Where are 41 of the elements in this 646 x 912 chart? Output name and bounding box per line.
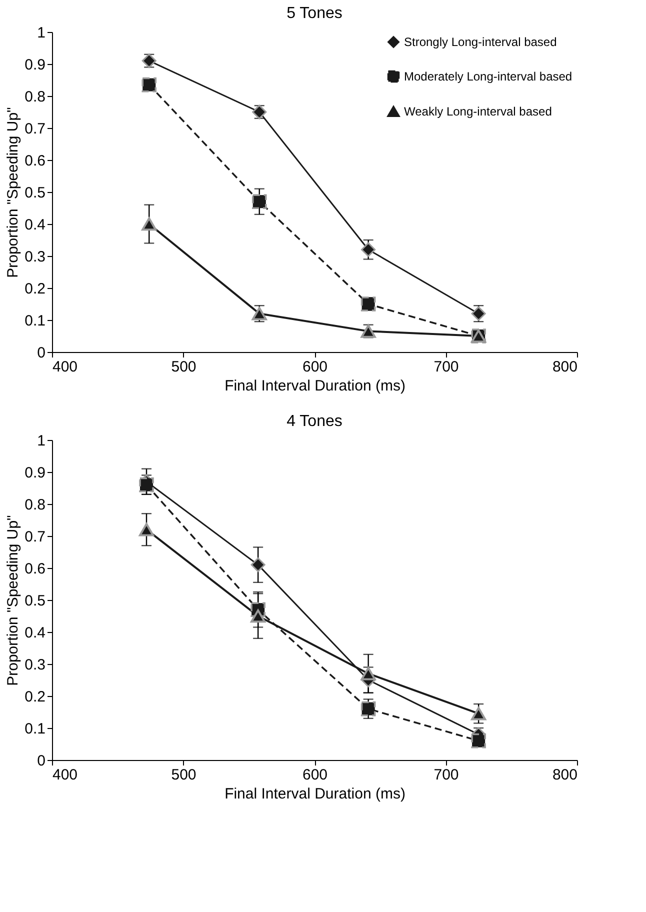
x-axis-title: Final Interval Duration (ms) (224, 786, 406, 802)
y-tick-label: 0.6 (24, 560, 46, 578)
y-tick-label: 0.2 (24, 280, 46, 298)
y-tick-label: 0.7 (24, 120, 46, 138)
x-tick-label: 600 (302, 766, 328, 784)
y-axis-title: Proportion "Speeding Up" (4, 107, 22, 278)
x-tick-label: 800 (552, 358, 578, 376)
y-tick-label: 0.6 (24, 152, 46, 170)
y-tick-label: 0.5 (24, 592, 46, 610)
x-tick-label: 700 (434, 358, 459, 376)
y-tick-label: 0 (37, 752, 46, 770)
x-tick-label: 800 (552, 766, 578, 784)
y-tick-label: 0.3 (24, 656, 46, 674)
y-tick-label: 0.5 (24, 184, 46, 202)
y-tick-label: 0.4 (24, 216, 46, 234)
y-tick-label: 0.2 (24, 688, 46, 706)
chart-title: 4 Tones (286, 413, 342, 430)
y-tick-label: 0.1 (24, 312, 46, 330)
y-tick-label: 0.8 (24, 88, 46, 106)
x-tick-label: 500 (171, 766, 196, 784)
y-tick-label: 0.9 (24, 464, 46, 482)
y-tick-label: 0.7 (24, 528, 46, 546)
y-tick-label: 0.4 (24, 624, 46, 642)
y-tick-label: 1 (37, 432, 46, 450)
y-tick-label: 0.8 (24, 496, 46, 514)
x-axis-title: Final Interval Duration (ms) (224, 378, 406, 394)
legend-label: Moderately Long-interval based (404, 70, 572, 84)
x-tick-label: 700 (434, 766, 459, 784)
x-tick-label: 500 (171, 358, 196, 376)
y-axis-title: Proportion "Speeding Up" (4, 515, 22, 686)
legend-label: Strongly Long-interval based (404, 35, 557, 49)
y-tick-label: 0.3 (24, 248, 46, 266)
x-tick-label: 400 (52, 358, 78, 376)
x-tick-label: 600 (302, 358, 328, 376)
y-tick-label: 0.1 (24, 720, 46, 738)
y-tick-label: 0.9 (24, 56, 46, 74)
chart-title: 5 Tones (286, 5, 342, 22)
y-tick-label: 0 (37, 344, 46, 362)
legend-label: Weakly Long-interval based (404, 104, 552, 118)
x-tick-label: 400 (52, 766, 78, 784)
y-tick-label: 1 (37, 24, 46, 42)
